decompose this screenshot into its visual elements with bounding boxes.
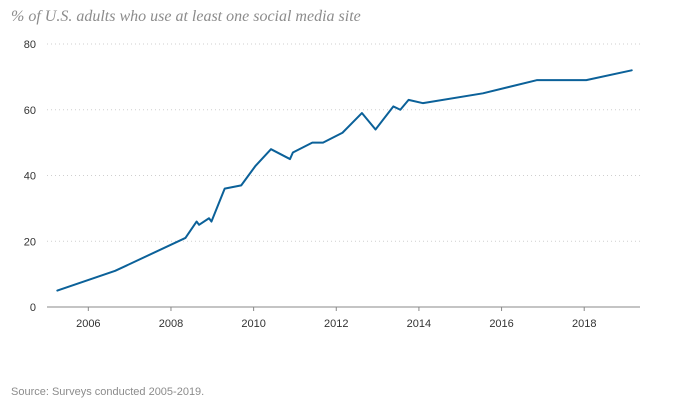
y-axis: 0 20 40 60 80: [24, 39, 36, 314]
y-tick-label: 40: [24, 171, 36, 183]
y-tick-label: 80: [24, 39, 36, 51]
x-axis: 2006 2008 2010 2012 2014 2016 2018: [47, 306, 640, 330]
series-line: [56, 69, 633, 292]
x-tick-label: 2010: [241, 318, 265, 330]
x-tick-label: 2018: [572, 318, 596, 330]
x-tick-label: 2008: [159, 318, 183, 330]
x-tick-label: 2012: [324, 318, 348, 330]
gridlines: [47, 43, 640, 242]
y-tick-label: 60: [24, 105, 36, 117]
x-tick-label: 2016: [489, 318, 513, 330]
source-note: Source: Surveys conducted 2005-2019.: [11, 386, 205, 398]
chart-title: % of U.S. adults who use at least one so…: [11, 8, 361, 25]
y-tick-label: 20: [24, 236, 36, 248]
y-tick-label: 0: [30, 302, 36, 314]
plot-area: [56, 69, 633, 292]
x-tick-label: 2014: [407, 318, 431, 330]
x-tick-label: 2006: [76, 318, 100, 330]
